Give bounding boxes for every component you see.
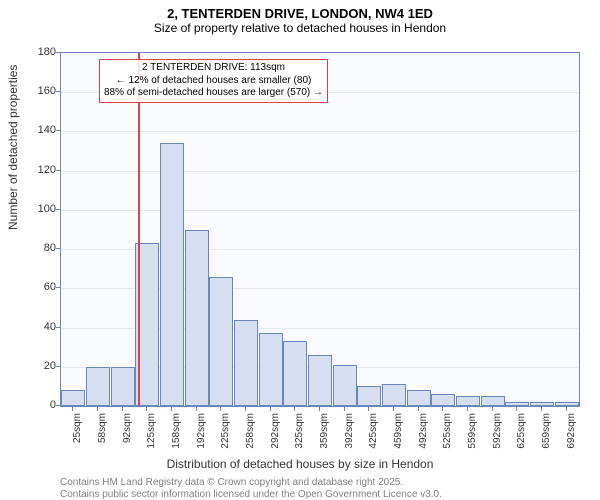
y-tick-label: 140: [26, 124, 56, 136]
chart-subtitle: Size of property relative to detached ho…: [0, 21, 600, 35]
x-tick-label: 192sqm: [196, 413, 207, 463]
x-tick-label: 659sqm: [541, 413, 552, 463]
histogram-bar: [160, 143, 184, 406]
x-axis-label: Distribution of detached houses by size …: [0, 457, 600, 471]
x-tick-label: 325sqm: [294, 413, 305, 463]
x-tick-label: 492sqm: [418, 413, 429, 463]
y-tick-mark: [56, 209, 60, 210]
y-tick-label: 160: [26, 85, 56, 97]
y-tick-mark: [56, 327, 60, 328]
y-tick-mark: [56, 170, 60, 171]
x-tick-mark: [97, 407, 98, 411]
y-tick-mark: [56, 91, 60, 92]
histogram-bar: [185, 230, 209, 407]
x-tick-mark: [541, 407, 542, 411]
x-tick-label: 158sqm: [171, 413, 182, 463]
x-tick-mark: [72, 407, 73, 411]
histogram-bar: [407, 390, 431, 406]
y-tick-mark: [56, 405, 60, 406]
annotation-box: 2 TENTERDEN DRIVE: 113sqm← 12% of detach…: [99, 59, 328, 103]
x-tick-label: 459sqm: [393, 413, 404, 463]
histogram-bar: [308, 355, 332, 406]
histogram-bar: [283, 341, 307, 406]
x-tick-label: 525sqm: [442, 413, 453, 463]
histogram-bar: [234, 320, 258, 406]
x-tick-mark: [368, 407, 369, 411]
x-tick-label: 258sqm: [245, 413, 256, 463]
x-tick-mark: [516, 407, 517, 411]
x-tick-label: 425sqm: [368, 413, 379, 463]
x-tick-mark: [270, 407, 271, 411]
x-tick-label: 225sqm: [220, 413, 231, 463]
histogram-bar: [530, 402, 554, 406]
histogram-bar: [481, 396, 505, 406]
x-tick-label: 592sqm: [492, 413, 503, 463]
chart-title: 2, TENTERDEN DRIVE, LONDON, NW4 1ED: [0, 6, 600, 21]
x-tick-mark: [245, 407, 246, 411]
y-tick-mark: [56, 52, 60, 53]
x-tick-label: 359sqm: [319, 413, 330, 463]
x-tick-mark: [566, 407, 567, 411]
x-tick-label: 559sqm: [467, 413, 478, 463]
y-tick-label: 40: [26, 321, 56, 333]
x-tick-label: 292sqm: [270, 413, 281, 463]
x-tick-mark: [319, 407, 320, 411]
histogram-bar: [357, 386, 381, 406]
chart-title-block: 2, TENTERDEN DRIVE, LONDON, NW4 1ED Size…: [0, 0, 600, 35]
histogram-bar: [333, 365, 357, 406]
x-tick-mark: [171, 407, 172, 411]
x-tick-mark: [442, 407, 443, 411]
y-tick-label: 100: [26, 203, 56, 215]
y-tick-mark: [56, 366, 60, 367]
x-tick-mark: [122, 407, 123, 411]
x-tick-mark: [418, 407, 419, 411]
x-tick-mark: [294, 407, 295, 411]
x-tick-label: 625sqm: [516, 413, 527, 463]
y-tick-label: 80: [26, 242, 56, 254]
histogram-bar: [259, 333, 283, 406]
plot-area: 2 TENTERDEN DRIVE: 113sqm← 12% of detach…: [60, 52, 580, 407]
annotation-line-2: ← 12% of detached houses are smaller (80…: [104, 75, 323, 88]
x-tick-mark: [146, 407, 147, 411]
y-tick-label: 20: [26, 360, 56, 372]
y-tick-label: 120: [26, 164, 56, 176]
x-tick-mark: [467, 407, 468, 411]
y-tick-mark: [56, 287, 60, 288]
x-tick-label: 692sqm: [566, 413, 577, 463]
x-tick-mark: [220, 407, 221, 411]
histogram-bar: [382, 384, 406, 406]
x-tick-mark: [344, 407, 345, 411]
histogram-bar: [505, 402, 529, 406]
y-tick-label: 0: [26, 399, 56, 411]
histogram-bar: [111, 367, 135, 406]
y-tick-label: 60: [26, 281, 56, 293]
x-tick-label: 92sqm: [122, 413, 133, 463]
footer-line-1: Contains HM Land Registry data © Crown c…: [60, 477, 403, 488]
y-tick-label: 180: [26, 46, 56, 58]
histogram-bar: [456, 396, 480, 406]
x-tick-mark: [196, 407, 197, 411]
histogram-bar: [555, 402, 579, 406]
y-axis-label: Number of detached properties: [6, 65, 20, 230]
x-tick-label: 125sqm: [146, 413, 157, 463]
annotation-line-1: 2 TENTERDEN DRIVE: 113sqm: [104, 62, 323, 75]
x-tick-mark: [492, 407, 493, 411]
y-tick-mark: [56, 130, 60, 131]
annotation-line-3: 88% of semi-detached houses are larger (…: [104, 87, 323, 100]
histogram-bar: [431, 394, 455, 406]
x-tick-mark: [393, 407, 394, 411]
histogram-bar: [209, 277, 233, 406]
histogram-bar: [61, 390, 85, 406]
x-tick-label: 58sqm: [97, 413, 108, 463]
x-tick-label: 392sqm: [344, 413, 355, 463]
y-tick-mark: [56, 248, 60, 249]
histogram-bar: [86, 367, 110, 406]
footer-line-2: Contains public sector information licen…: [60, 489, 442, 500]
reference-line: [138, 53, 140, 406]
x-tick-label: 25sqm: [72, 413, 83, 463]
